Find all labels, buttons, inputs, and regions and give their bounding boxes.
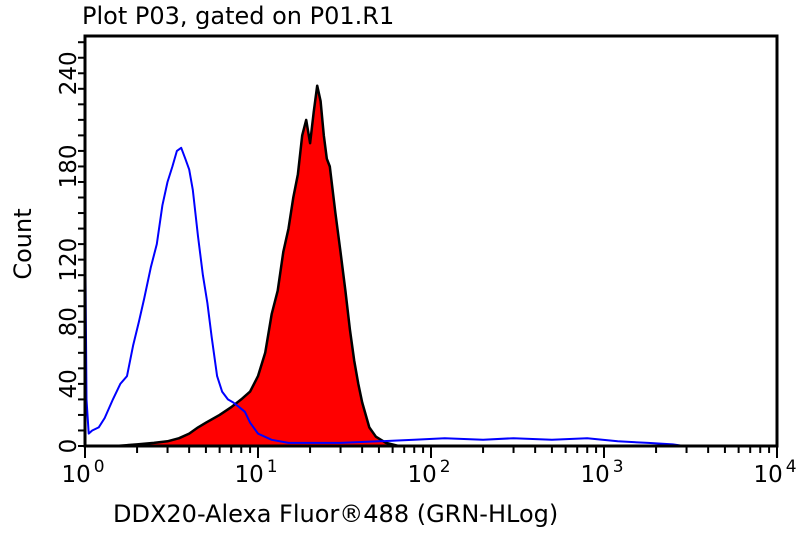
x-tick-label: 10 0 [61,457,104,488]
y-tick-label: 120 [56,238,82,282]
x-tick-label: 10 4 [753,457,796,488]
x-axis: 10 0 10 1 10 2 10 3 10 4 [61,446,797,488]
y-axis: 0 40 80 120 180 240 [56,41,85,454]
x-tick-label: 10 1 [234,457,277,488]
series-line [84,146,685,447]
y-tick-label: 80 [56,307,82,336]
x-tick-label: 10 2 [407,457,450,488]
y-tick-label: 180 [56,145,82,189]
y-tick-label: 40 [56,369,82,398]
series-layer [84,84,685,448]
x-tick-label: 10 3 [580,457,623,488]
series-fill [85,85,399,446]
y-tick-label: 240 [56,51,82,95]
y-tick-label: 0 [56,439,82,454]
x-axis-label: DDX20-Alexa Fluor®488 (GRN-HLog) [113,500,559,528]
plot-title: Plot P03, gated on P01.R1 [82,2,395,30]
plot-frame [83,34,779,448]
series-line [85,84,399,448]
